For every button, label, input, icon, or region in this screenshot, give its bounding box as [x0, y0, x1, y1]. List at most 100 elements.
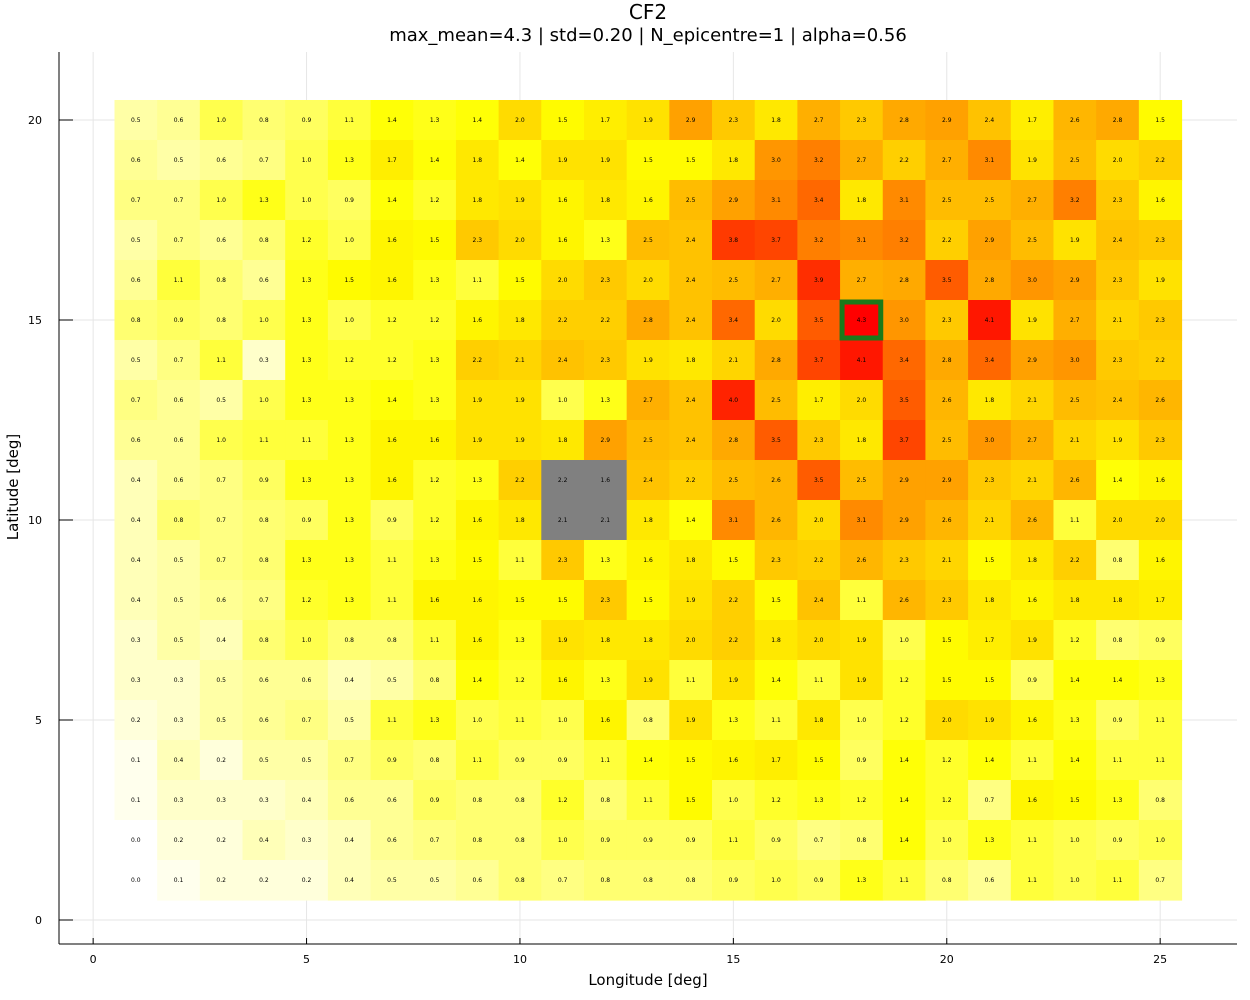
cell-value-label: 0.8	[686, 877, 696, 884]
cell-value-label: 0.6	[174, 117, 184, 124]
heatmap-cell	[285, 300, 329, 341]
heatmap-cell	[498, 260, 542, 301]
heatmap-cell	[370, 340, 414, 381]
cell-value-label: 0.5	[216, 717, 226, 724]
heatmap-cell	[370, 260, 414, 301]
heatmap-cell	[583, 460, 628, 501]
cell-value-label: 1.4	[387, 117, 397, 124]
cell-value-label: 1.9	[1155, 277, 1165, 284]
heatmap-cell	[754, 420, 798, 461]
heatmap-cell	[327, 740, 372, 781]
heatmap-cell	[285, 780, 329, 821]
heatmap-cell	[925, 420, 969, 461]
cell-value-label: 1.2	[771, 797, 781, 804]
heatmap-cell	[370, 500, 414, 541]
cell-value-label: 0.9	[1155, 637, 1165, 644]
heatmap-cell	[199, 500, 244, 541]
cell-value-label: 1.0	[558, 397, 568, 404]
heatmap-cell	[968, 620, 1012, 661]
cell-value-label: 1.9	[1113, 437, 1123, 444]
heatmap-cell	[541, 100, 585, 141]
cell-value-label: 2.3	[942, 597, 952, 604]
cell-value-label: 0.6	[174, 437, 184, 444]
heatmap-cell	[498, 740, 542, 781]
heatmap-cell	[583, 100, 628, 141]
cell-value-label: 1.0	[259, 317, 269, 324]
cell-value-label: 2.0	[1155, 517, 1165, 524]
heatmap-cell	[1053, 540, 1097, 581]
heatmap-cell	[882, 100, 927, 141]
cell-value-label: 2.8	[899, 117, 909, 124]
cell-value-label: 3.5	[814, 477, 824, 484]
heatmap-cell	[413, 660, 457, 701]
heatmap-cell	[498, 500, 542, 541]
cell-value-label: 2.4	[686, 317, 696, 324]
heatmap-cell	[455, 180, 500, 221]
cell-value-label: 0.8	[515, 797, 525, 804]
cell-value-label: 1.3	[302, 277, 312, 284]
heatmap-cell	[1096, 620, 1140, 661]
y-tick-label: 5	[35, 714, 42, 727]
heatmap-cell	[712, 620, 756, 661]
cell-value-label: 1.4	[430, 157, 440, 164]
heatmap-cell	[413, 500, 457, 541]
heatmap-cell	[114, 620, 158, 661]
cell-value-label: 1.4	[387, 397, 397, 404]
heatmap-cell	[157, 740, 201, 781]
heatmap-cell	[626, 620, 670, 661]
heatmap-cell	[199, 740, 244, 781]
heatmap-cell	[797, 780, 841, 821]
cell-value-label: 0.0	[131, 877, 141, 884]
heatmap-cell	[669, 780, 713, 821]
heatmap-cell	[840, 260, 884, 301]
heatmap-cell	[1138, 220, 1183, 261]
heatmap-cell	[968, 660, 1012, 701]
cell-value-label: 1.6	[1027, 717, 1037, 724]
cell-value-label: 3.1	[899, 197, 909, 204]
cell-value-label: 0.7	[216, 557, 226, 564]
cell-value-label: 1.1	[387, 597, 397, 604]
cell-value-label: 0.5	[387, 877, 397, 884]
heatmap-cell	[583, 420, 628, 461]
heatmap-cell	[882, 380, 927, 421]
heatmap-cell	[797, 420, 841, 461]
heatmap-cell	[114, 220, 158, 261]
cell-value-label: 1.0	[302, 197, 312, 204]
cell-value-label: 2.3	[1113, 357, 1123, 364]
heatmap-cell	[370, 700, 414, 741]
cell-value-label: 2.7	[814, 117, 824, 124]
cell-value-label: 1.4	[1113, 477, 1123, 484]
cell-value-label: 2.3	[473, 237, 483, 244]
heatmap-cell	[840, 620, 884, 661]
heatmap-cell	[1010, 420, 1055, 461]
heatmap-cell	[1138, 380, 1183, 421]
cell-value-label: 0.7	[558, 877, 568, 884]
heatmap-cell	[840, 300, 884, 341]
heatmap-cell	[413, 180, 457, 221]
cell-value-label: 2.3	[601, 277, 611, 284]
heatmap-cell	[199, 420, 244, 461]
heatmap-cell	[327, 660, 372, 701]
heatmap-cell	[199, 180, 244, 221]
cell-value-label: 0.9	[814, 877, 824, 884]
cell-value-label: 1.4	[473, 677, 483, 684]
heatmap-cell	[968, 220, 1012, 261]
cell-value-label: 2.2	[814, 557, 824, 564]
heatmap-cell	[797, 380, 841, 421]
heatmap-cell	[157, 180, 201, 221]
cell-value-label: 3.2	[899, 237, 909, 244]
cell-value-label: 0.4	[131, 517, 141, 524]
cell-value-label: 0.3	[259, 797, 269, 804]
heatmap-cell	[498, 100, 542, 141]
heatmap-cell	[925, 220, 969, 261]
cell-value-label: 0.5	[174, 557, 184, 564]
cell-value-label: 2.9	[729, 197, 739, 204]
cell-value-label: 0.6	[174, 397, 184, 404]
heatmap-cell	[754, 500, 798, 541]
cell-value-label: 1.0	[857, 717, 867, 724]
cell-value-label: 1.2	[899, 717, 909, 724]
heatmap-cell	[882, 260, 927, 301]
heatmap-cell	[1138, 100, 1183, 141]
cell-value-label: 1.0	[1070, 837, 1080, 844]
cell-value-label: 2.8	[985, 277, 995, 284]
